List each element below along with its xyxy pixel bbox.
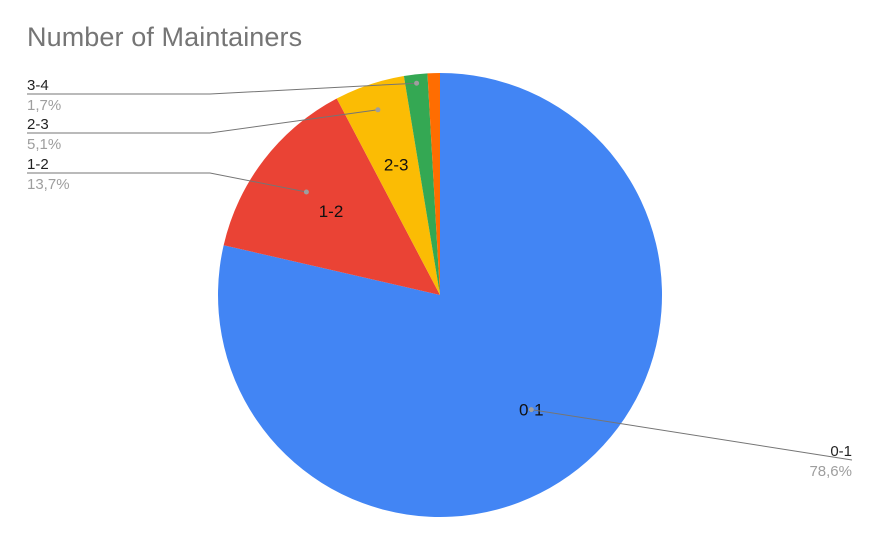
leader-dot bbox=[528, 407, 534, 413]
slice-name-label: 2-3 bbox=[27, 116, 49, 133]
pie-slice-2-3 bbox=[336, 75, 440, 296]
leader-line bbox=[27, 82, 417, 95]
leader-line bbox=[531, 409, 853, 461]
slice-name-label: 1-2 bbox=[27, 156, 49, 173]
leader-line bbox=[27, 172, 307, 193]
slice-percent-label: 13,7% bbox=[27, 176, 70, 193]
leader-dot bbox=[303, 189, 309, 195]
slice-name-label: 0-1 bbox=[830, 443, 852, 460]
slice-percent-label: 1,7% bbox=[27, 97, 61, 114]
pie-slice-1-2 bbox=[223, 98, 440, 295]
slice-percent-label: 5,1% bbox=[27, 136, 61, 153]
slice-inner-label: 1-2 bbox=[319, 202, 344, 221]
leader-dot bbox=[375, 107, 381, 113]
leader-dot bbox=[414, 80, 420, 86]
leader-line bbox=[27, 109, 378, 134]
slice-percent-label: 78,6% bbox=[809, 463, 852, 480]
slice-name-label: 3-4 bbox=[27, 77, 49, 94]
slice-inner-label: 2-3 bbox=[384, 156, 409, 175]
chart-title: Number of Maintainers bbox=[27, 22, 303, 52]
pie-slice-0-1 bbox=[218, 73, 663, 517]
pie-slice-other-4 bbox=[427, 72, 440, 295]
pie-slice-3-4 bbox=[403, 73, 440, 295]
